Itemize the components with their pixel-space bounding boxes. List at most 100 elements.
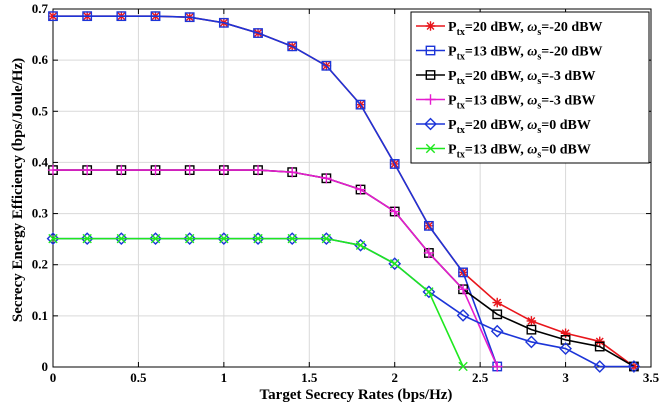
- data-point: [424, 287, 434, 297]
- data-point: [389, 159, 400, 169]
- series-line: [53, 169, 498, 367]
- y-tick-label: 0.1: [32, 308, 48, 323]
- data-point: [492, 309, 503, 320]
- series-6: [48, 233, 468, 372]
- data-point: [149, 232, 162, 246]
- data-point: [184, 233, 195, 244]
- data-point: [287, 41, 298, 52]
- legend-label-part: P: [448, 94, 457, 109]
- y-tick-label: 0.7: [32, 1, 49, 16]
- data-point: [47, 164, 59, 176]
- x-tick-label: 2: [391, 370, 398, 385]
- legend-label-part: s: [537, 125, 541, 136]
- legend-marker: [425, 21, 436, 31]
- data-point: [218, 17, 229, 28]
- data-point: [287, 166, 298, 178]
- legend-label-part: =13 dBW,: [465, 45, 527, 60]
- legend-label-part: s: [537, 76, 541, 87]
- legend-label-part: =20 dBW,: [465, 20, 527, 35]
- legend-box: [410, 11, 650, 164]
- series-line: [53, 15, 498, 367]
- legend-label-part: P: [448, 69, 457, 84]
- legend-label-part: P: [448, 143, 457, 158]
- data-point: [390, 258, 400, 269]
- legend-label-part: tx: [457, 27, 465, 38]
- legend-label-part: =0 dBW: [541, 118, 591, 133]
- data-point: [458, 361, 468, 372]
- data-point: [82, 233, 92, 244]
- data-point: [183, 232, 197, 246]
- legend-entry-5: Ptx=20 dBW, ωs=0 dBW: [416, 117, 591, 136]
- y-axis-label: Secrecy Energy Efficiency (bps/Joule/Hz): [10, 58, 26, 322]
- data-point: [287, 233, 297, 244]
- y-tick-label: 0.3: [32, 206, 49, 221]
- legend-label: Ptx=20 dBW, ωs=-20 dBW: [448, 20, 603, 38]
- data-point: [594, 341, 605, 352]
- data-point: [114, 232, 128, 246]
- legend-label-part: P: [448, 45, 457, 60]
- plot-axes: [52, 8, 652, 368]
- data-point: [319, 232, 333, 246]
- legend-marker: [425, 94, 436, 105]
- data-point: [355, 99, 366, 110]
- data-point: [490, 324, 504, 338]
- data-point: [184, 164, 195, 176]
- x-tick-label: 2.5: [472, 370, 489, 385]
- y-tick-label: 0: [42, 359, 49, 374]
- x-tick-label: 0: [50, 370, 57, 385]
- data-point: [627, 360, 641, 373]
- legend-label-part: ω: [527, 20, 537, 35]
- legend-label-part: tx: [457, 76, 465, 87]
- legend-label-part: ω: [527, 94, 537, 109]
- legend-label-part: s: [537, 27, 541, 38]
- x-tick-label: 1.5: [301, 370, 318, 385]
- data-point: [321, 60, 332, 71]
- legend-marker: [425, 45, 436, 56]
- y-tick-label: 0.6: [32, 52, 49, 67]
- data-point: [116, 11, 127, 22]
- data-point: [457, 284, 469, 295]
- data-point: [218, 164, 230, 176]
- legend-marker: [425, 70, 436, 80]
- data-point: [423, 247, 435, 259]
- data-point: [150, 233, 161, 244]
- legend-marker: [424, 117, 437, 131]
- data-point: [82, 11, 93, 22]
- y-tick-label: 0.2: [32, 257, 48, 272]
- x-tick-label: 3.5: [643, 370, 660, 385]
- data-point: [217, 232, 231, 246]
- tick-labels: 0 0.5 1 1.5 2 2.5 3 3.5 0 0.1 0.2 0.3 0.4 0.5 0.6 0.7: [32, 1, 660, 385]
- legend-label: Ptx=13 dBW, ωs=-20 dBW: [448, 45, 603, 63]
- x-tick-label: 3: [562, 370, 569, 385]
- legend-label-part: =-20 dBW: [541, 20, 602, 35]
- data-point: [184, 12, 195, 23]
- data-point: [355, 184, 366, 195]
- data-point: [116, 233, 127, 244]
- legend-label-part: s: [537, 52, 541, 63]
- data-point: [253, 28, 263, 38]
- legend-label-part: tx: [457, 150, 465, 161]
- data-series: [46, 11, 641, 373]
- data-point: [253, 233, 263, 244]
- legend-entry-4: Ptx=13 dBW, ωs=-3 dBW: [416, 94, 596, 112]
- data-point: [321, 173, 332, 184]
- legend-label-part: =20 dBW,: [465, 69, 527, 84]
- data-point: [389, 206, 400, 217]
- x-tick-label: 0.5: [130, 370, 147, 385]
- legend-label-part: s: [537, 150, 541, 161]
- data-point: [422, 285, 436, 299]
- legend-label-part: P: [448, 118, 457, 133]
- legend-label-part: =20 dBW,: [465, 118, 527, 133]
- data-point: [560, 328, 571, 339]
- series-4: [47, 164, 503, 372]
- y-tick-label: 0.5: [32, 103, 49, 118]
- legend-marker: [425, 143, 436, 154]
- data-point: [458, 267, 468, 278]
- data-point: [251, 232, 265, 246]
- data-point: [423, 220, 434, 231]
- legend-label-part: =13 dBW,: [465, 94, 527, 109]
- x-axis-label: Target Secrecy Rates (bps/Hz): [260, 387, 453, 403]
- x-tick-label: 1: [221, 370, 228, 385]
- legend-label-part: ω: [527, 45, 537, 60]
